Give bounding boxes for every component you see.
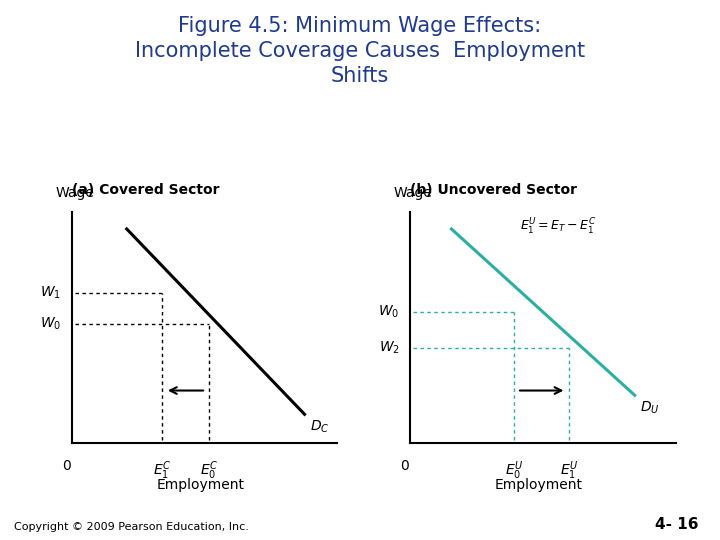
Text: Employment: Employment [495, 478, 583, 492]
Text: $E_1^U$: $E_1^U$ [559, 460, 578, 482]
Text: $E_0^U$: $E_0^U$ [505, 460, 523, 482]
Text: 0: 0 [400, 460, 409, 474]
Text: $W_1$: $W_1$ [40, 285, 61, 301]
Text: $W_2$: $W_2$ [379, 340, 400, 356]
Text: $E_1^C$: $E_1^C$ [153, 460, 171, 482]
Text: $W_0$: $W_0$ [378, 304, 400, 320]
Text: 4- 16: 4- 16 [655, 517, 698, 532]
Text: Wage: Wage [394, 186, 433, 200]
Text: (b) Uncovered Sector: (b) Uncovered Sector [410, 183, 577, 197]
Text: Copyright © 2009 Pearson Education, Inc.: Copyright © 2009 Pearson Education, Inc. [14, 522, 249, 532]
Text: Figure 4.5: Minimum Wage Effects:
Incomplete Coverage Causes  Employment
Shifts: Figure 4.5: Minimum Wage Effects: Incomp… [135, 16, 585, 86]
Text: Employment: Employment [156, 478, 245, 492]
Text: $D_U$: $D_U$ [640, 400, 660, 416]
Text: $E_1^U = E_T - E_1^C$: $E_1^U = E_T - E_1^C$ [520, 217, 596, 237]
Text: (a) Covered Sector: (a) Covered Sector [72, 183, 220, 197]
Text: $W_0$: $W_0$ [40, 316, 61, 332]
Text: $D_C$: $D_C$ [310, 419, 330, 435]
Text: $E_0^C$: $E_0^C$ [199, 460, 218, 482]
Text: Wage: Wage [55, 186, 94, 200]
Text: 0: 0 [62, 460, 71, 474]
